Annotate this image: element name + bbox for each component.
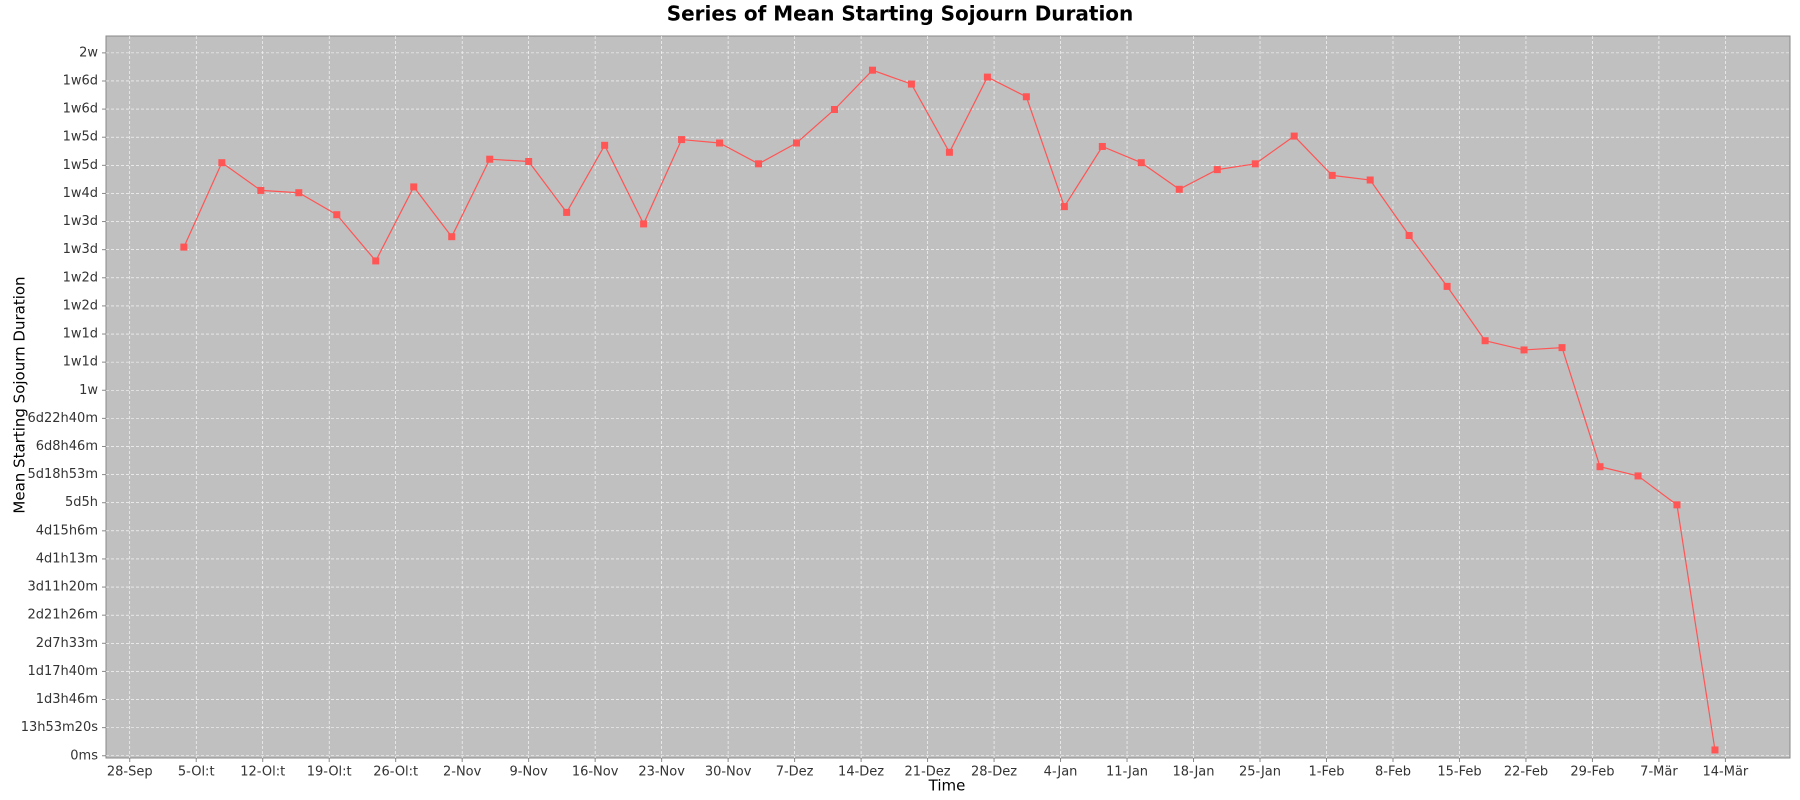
y-tick-label: 5d5h: [65, 495, 98, 510]
data-point: [1405, 232, 1413, 240]
y-tick-label: 6d22h40m: [27, 411, 98, 426]
y-tick-label: 1d3h46m: [36, 692, 98, 707]
data-point: [1290, 132, 1298, 140]
y-tick-label: 1w3d: [63, 214, 98, 229]
data-point: [868, 66, 876, 74]
y-tick-label: 2d21h26m: [27, 608, 98, 623]
x-tick-label: 15-Feb: [1437, 765, 1481, 780]
data-point: [793, 139, 801, 147]
x-tick-label: 28-Dez: [971, 765, 1017, 780]
y-tick-label: 1w5d: [63, 130, 98, 145]
x-tick-label: 7-Mär: [1640, 765, 1678, 780]
x-tick-label: 28-Sep: [107, 765, 153, 780]
y-tick-label: 1w6d: [63, 73, 98, 88]
y-tick-label: 6d8h46m: [36, 439, 98, 454]
y-tick-label: 2w: [79, 45, 98, 60]
data-point: [486, 155, 494, 163]
x-tick-label: 19-Ol:t: [307, 765, 352, 780]
x-tick-label: 1-Feb: [1309, 765, 1345, 780]
data-point: [1060, 203, 1068, 211]
data-point: [1137, 159, 1145, 167]
data-point: [525, 158, 533, 166]
data-point: [372, 257, 380, 265]
x-tick-label: 7-Dez: [776, 765, 814, 780]
data-point: [333, 211, 341, 219]
data-point: [410, 183, 418, 191]
x-tick-label: 22-Feb: [1504, 765, 1548, 780]
y-tick-label: 13h53m20s: [21, 720, 99, 735]
data-point: [907, 80, 915, 88]
data-point: [716, 139, 724, 147]
data-point: [755, 160, 763, 168]
y-tick-label: 0ms: [70, 748, 98, 763]
x-tick-label: 16-Nov: [572, 765, 619, 780]
y-tick-label: 1w1d: [63, 355, 98, 370]
data-point: [640, 220, 648, 228]
x-tick-label: 18-Jan: [1173, 765, 1215, 780]
data-point: [563, 208, 571, 216]
data-point: [1022, 93, 1030, 101]
data-point: [295, 189, 303, 197]
data-point: [1328, 171, 1336, 179]
y-tick-label: 5d18h53m: [27, 467, 98, 482]
data-point: [257, 186, 265, 194]
y-tick-label: 3d11h20m: [27, 580, 98, 595]
data-point: [1520, 346, 1528, 354]
x-tick-label: 4-Jan: [1044, 765, 1078, 780]
x-tick-label: 11-Jan: [1106, 765, 1148, 780]
y-tick-label: 1w2d: [63, 270, 98, 285]
data-point: [945, 148, 953, 156]
y-tick-label: 1w2d: [63, 298, 98, 313]
data-point: [1634, 472, 1642, 480]
y-tick-label: 2d7h33m: [36, 636, 98, 651]
x-tick-label: 2-Nov: [443, 765, 482, 780]
y-tick-label: 1w4d: [63, 186, 98, 201]
data-point: [1673, 501, 1681, 509]
data-point: [830, 105, 838, 113]
x-tick-label: 23-Nov: [638, 765, 685, 780]
y-tick-label: 4d15h6m: [36, 523, 98, 538]
data-point: [1213, 166, 1221, 174]
data-point: [1175, 185, 1183, 193]
y-tick-label: 1w: [79, 383, 98, 398]
x-tick-label: 9-Nov: [509, 765, 548, 780]
data-point: [1443, 282, 1451, 290]
y-tick-label: 1w3d: [63, 242, 98, 257]
data-point: [678, 136, 686, 144]
x-tick-label: 25-Jan: [1239, 765, 1281, 780]
x-tick-label: 21-Dez: [905, 765, 951, 780]
x-tick-label: 30-Nov: [705, 765, 752, 780]
data-point: [448, 233, 456, 241]
data-point: [1366, 176, 1374, 184]
y-tick-label: 1d17h40m: [27, 664, 98, 679]
data-point: [218, 159, 226, 167]
plot-area: [105, 35, 1791, 759]
data-point: [601, 141, 609, 149]
data-point: [983, 73, 991, 81]
x-tick-label: 14-Dez: [838, 765, 884, 780]
data-point: [1481, 337, 1489, 345]
data-point: [1251, 160, 1259, 168]
data-point: [180, 243, 188, 251]
x-axis-title: Time: [928, 777, 966, 795]
data-point: [1711, 746, 1719, 754]
data-point: [1596, 463, 1604, 471]
x-tick-label: 14-Mär: [1703, 765, 1749, 780]
chart-title: Series of Mean Starting Sojourn Duration: [667, 2, 1134, 26]
x-tick-label: 12-Ol:t: [240, 765, 285, 780]
y-tick-label: 1w1d: [63, 327, 98, 342]
y-axis-title: Mean Starting Sojourn Duration: [11, 276, 29, 513]
y-tick-label: 1w6d: [63, 102, 98, 117]
x-tick-label: 26-Ol:t: [373, 765, 418, 780]
y-tick-label: 1w5d: [63, 158, 98, 173]
y-tick-label: 4d1h13m: [36, 551, 98, 566]
x-tick-label: 5-Ol:t: [178, 765, 215, 780]
data-point: [1098, 142, 1106, 150]
x-tick-label: 29-Feb: [1570, 765, 1614, 780]
x-tick-label: 8-Feb: [1375, 765, 1411, 780]
data-point: [1558, 344, 1566, 352]
